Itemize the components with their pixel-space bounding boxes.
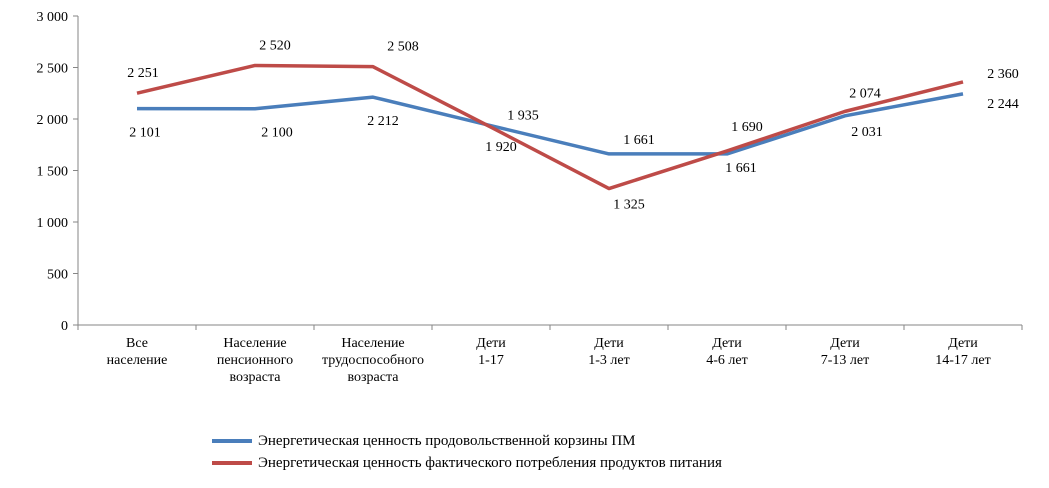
data-label: 1 935 bbox=[507, 109, 539, 124]
x-tick-label: пенсионного bbox=[217, 353, 293, 368]
data-label: 2 212 bbox=[367, 114, 399, 129]
data-label: 2 520 bbox=[259, 38, 291, 53]
data-label: 2 031 bbox=[851, 125, 883, 140]
series-line bbox=[136, 63, 964, 191]
data-label: 1 661 bbox=[725, 161, 757, 176]
line-chart: 0 500 1 000 1 500 2 000 2 500 3 000 Все населени… bbox=[37, 10, 1023, 385]
y-tick-label: 500 bbox=[47, 268, 68, 283]
legend-item-blue: Энергетическая ценность продовольственно… bbox=[212, 430, 722, 452]
x-tick-label: Население bbox=[341, 336, 404, 351]
data-label: 2 101 bbox=[129, 126, 161, 141]
y-tick-label: 3 000 bbox=[37, 10, 69, 25]
x-tick-label: Дети bbox=[594, 336, 624, 351]
data-label: 2 074 bbox=[849, 86, 881, 101]
legend-item-red: Энергетическая ценность фактического пот… bbox=[212, 452, 722, 474]
x-tick-label: Дети bbox=[948, 336, 978, 351]
series-line bbox=[136, 92, 964, 156]
x-tick-label: Дети bbox=[476, 336, 506, 351]
data-label: 2 360 bbox=[987, 67, 1019, 82]
legend-label: Энергетическая ценность фактического пот… bbox=[258, 454, 722, 471]
x-tick-label: Дети bbox=[830, 336, 860, 351]
data-label: 1 920 bbox=[485, 140, 517, 155]
x-tick-label: возраста bbox=[230, 370, 282, 385]
x-tick-label: население bbox=[107, 353, 168, 368]
y-tick-label: 0 bbox=[61, 319, 68, 334]
x-tick-label: возраста bbox=[348, 370, 400, 385]
data-label: 1 690 bbox=[731, 120, 763, 135]
legend: Энергетическая ценность продовольственно… bbox=[212, 430, 722, 474]
x-tick-label: трудоспособного bbox=[322, 353, 424, 368]
y-tick-label: 2 000 bbox=[37, 113, 69, 128]
x-tick-label: Население bbox=[223, 336, 286, 351]
data-label: 1 325 bbox=[613, 198, 645, 213]
data-label: 2 251 bbox=[127, 66, 159, 81]
y-tick-label: 1 500 bbox=[37, 165, 69, 180]
data-label: 2 100 bbox=[261, 126, 293, 141]
x-tick-label: 1-17 bbox=[478, 353, 504, 368]
data-label: 2 508 bbox=[387, 40, 419, 55]
data-label: 1 661 bbox=[623, 133, 655, 148]
legend-swatch bbox=[212, 439, 252, 443]
x-tick-label: 4-6 лет bbox=[706, 353, 747, 368]
x-tick-label: 1-3 лет bbox=[588, 353, 629, 368]
x-tick-label: Все bbox=[126, 336, 148, 351]
x-tick-label: Дети bbox=[712, 336, 742, 351]
x-tick-label: 14-17 лет bbox=[935, 353, 990, 368]
legend-label: Энергетическая ценность продовольственно… bbox=[258, 432, 636, 449]
legend-swatch bbox=[212, 461, 252, 465]
y-tick-label: 2 500 bbox=[37, 62, 69, 77]
y-tick-label: 1 000 bbox=[37, 216, 69, 231]
data-label: 2 244 bbox=[987, 97, 1019, 112]
x-tick-label: 7-13 лет bbox=[821, 353, 869, 368]
